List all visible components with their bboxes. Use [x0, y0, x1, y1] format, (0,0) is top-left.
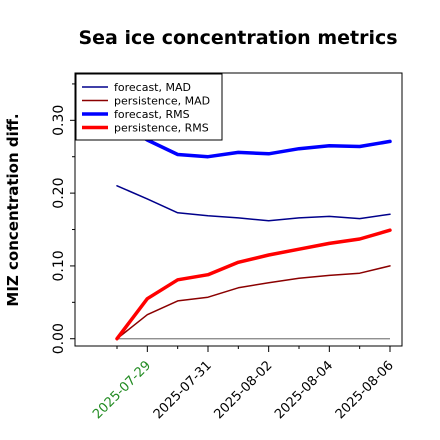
- series-layer: [115, 120, 392, 341]
- y-tick-label: 0.00: [51, 323, 67, 354]
- series-line-1: [116, 265, 391, 340]
- x-tick-label: 2025-07-29: [90, 358, 154, 422]
- x-tick-label: 2025-08-04: [272, 358, 336, 422]
- series-line-0: [116, 185, 391, 222]
- y-tick-label: 0.20: [51, 178, 67, 209]
- y-tick-label: 0.30: [51, 105, 67, 136]
- x-tick-label: 2025-07-31: [151, 358, 215, 422]
- series-line-3: [115, 228, 392, 341]
- legend-label-1: persistence, MAD: [114, 95, 210, 108]
- y-ticks: 0.00 0.10 0.20 0.30: [51, 83, 75, 354]
- y-tick-label: 0.10: [51, 250, 67, 281]
- legend-label-0: forecast, MAD: [114, 81, 191, 94]
- x-ticks: 2025-07-292025-07-312025-08-022025-08-04…: [90, 346, 397, 422]
- chart-title: Sea ice concentration metrics: [78, 27, 397, 49]
- y-axis-label: MIZ concentration diff.: [4, 113, 22, 306]
- x-tick-label: 2025-08-02: [211, 358, 275, 422]
- series-line-2: [115, 120, 392, 159]
- legend-label-3: persistence, RMS: [114, 122, 209, 135]
- legend-label-2: forecast, RMS: [114, 108, 190, 121]
- x-tick-label: 2025-08-06: [333, 358, 397, 422]
- legend-box: [75, 73, 223, 141]
